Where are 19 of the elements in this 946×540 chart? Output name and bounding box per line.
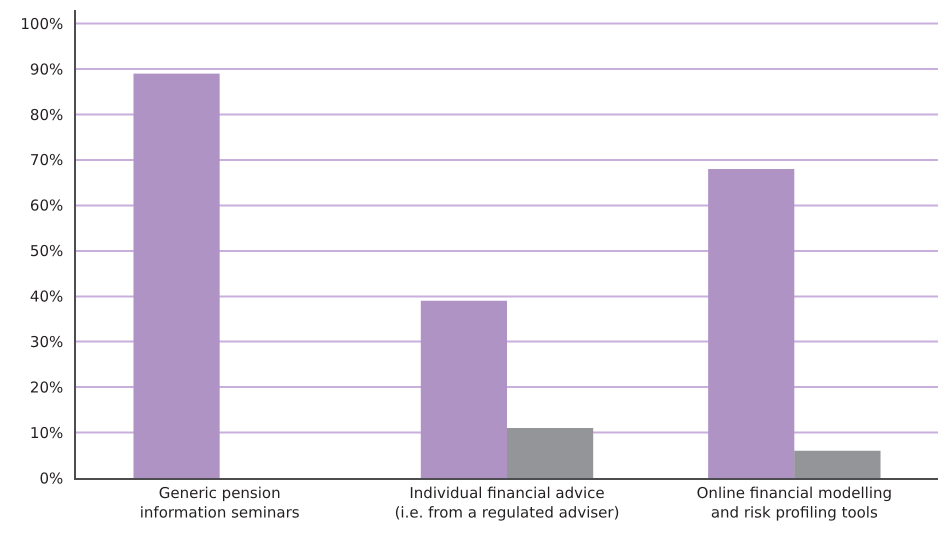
bar xyxy=(708,169,794,478)
y-tick-label: 0% xyxy=(39,469,64,488)
y-tick-label: 60% xyxy=(30,196,64,215)
x-tick-label: Individual financial advice (i.e. from a regulated adviser) xyxy=(394,484,620,522)
y-tick-label: 90% xyxy=(30,60,64,78)
y-tick-label: 70% xyxy=(30,151,64,170)
y-tick-label: 100% xyxy=(20,14,64,33)
y-tick-label: 80% xyxy=(30,106,64,124)
x-tick-label: Generic pension information seminars xyxy=(140,484,300,522)
y-tick-label: 10% xyxy=(30,424,64,442)
bar xyxy=(133,74,220,478)
bar xyxy=(794,450,881,478)
y-tick-label: 30% xyxy=(30,332,64,351)
x-tick-label: Online financial modelling and risk profiling tools xyxy=(696,484,892,522)
y-tick-label: 50% xyxy=(30,242,64,260)
bar xyxy=(507,428,594,478)
bar xyxy=(420,300,507,478)
y-tick-label: 20% xyxy=(30,378,64,396)
y-tick-label: 40% xyxy=(30,288,64,306)
